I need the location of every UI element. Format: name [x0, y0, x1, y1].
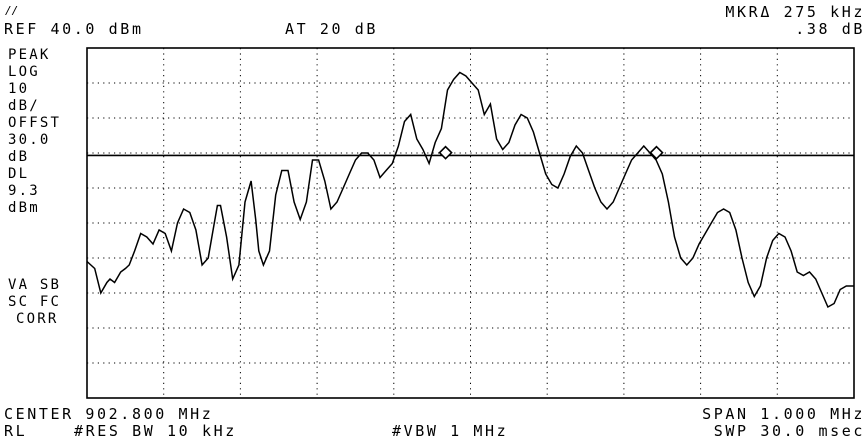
offset-value: 30.0	[8, 132, 51, 148]
marker-delta-label: MKRΔ 275 kHz	[725, 3, 865, 21]
ref-level: REF 40.0 dBm	[4, 20, 144, 38]
rl-label: RL	[4, 422, 28, 440]
spectrum-trace	[86, 71, 854, 309]
offset-label: OFFST	[8, 115, 62, 131]
span: SPAN 1.000 MHz	[702, 405, 865, 423]
correction: CORR	[16, 311, 59, 327]
trace-modes-1: VA SB	[8, 277, 62, 293]
sweep-time: SWP 30.0 msec	[713, 422, 865, 440]
center-frequency: CENTER 902.800 MHz	[4, 405, 214, 423]
resolution-bandwidth: #RES BW 10 kHz	[74, 422, 237, 440]
video-bandwidth: #VBW 1 MHz	[392, 422, 509, 440]
display-line-value: 9.3	[8, 183, 40, 199]
marker-delta-value: .38 dB	[795, 20, 865, 38]
hp-logo: ∕∕	[5, 4, 19, 17]
attenuation: AT 20 dB	[285, 20, 379, 38]
detector-mode: PEAK	[8, 47, 51, 63]
offset-unit: dB	[8, 149, 30, 165]
trace-modes-2: SC FC	[8, 294, 62, 310]
display-line-label: DL	[8, 166, 30, 182]
scale-type: LOG	[8, 64, 40, 80]
scale-unit: dB/	[8, 98, 40, 114]
marker-diamond-2	[649, 145, 664, 160]
markers	[438, 145, 664, 160]
scale-value: 10	[8, 81, 30, 97]
grid	[87, 48, 854, 398]
marker-diamond-1	[438, 145, 453, 160]
display-line-unit: dBm	[8, 200, 40, 216]
